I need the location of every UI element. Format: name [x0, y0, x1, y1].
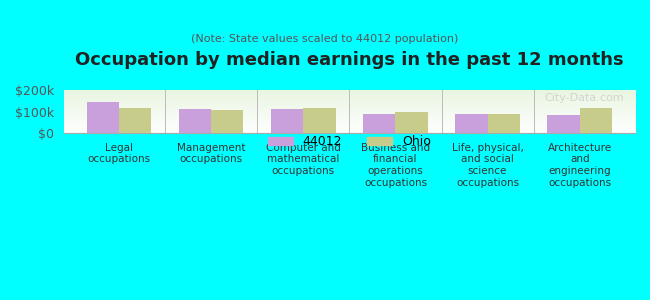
Text: City-Data.com: City-Data.com [544, 93, 623, 103]
Bar [456, 114, 488, 133]
Bar [363, 114, 395, 133]
Bar [179, 109, 211, 133]
Title: Occupation by median earnings in the past 12 months: Occupation by median earnings in the pas… [75, 51, 624, 69]
Bar [547, 115, 580, 133]
Bar [488, 114, 520, 133]
Text: (Note: State values scaled to 44012 population): (Note: State values scaled to 44012 popu… [191, 34, 459, 44]
Bar [395, 112, 428, 133]
Bar [580, 108, 612, 133]
Legend: 44012, Ohio: 44012, Ohio [263, 130, 436, 154]
Bar [271, 109, 304, 133]
Bar [304, 108, 335, 133]
Bar [119, 108, 151, 133]
Bar [87, 102, 119, 133]
Bar [211, 110, 244, 133]
